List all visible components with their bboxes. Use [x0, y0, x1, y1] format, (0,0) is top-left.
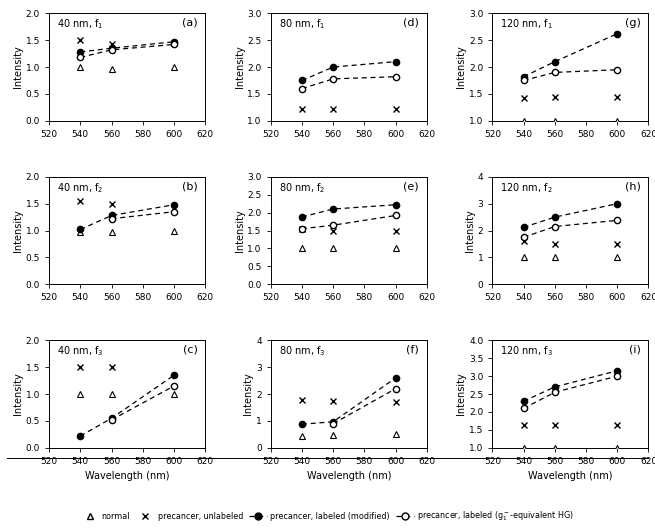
Text: (b): (b)	[181, 181, 197, 191]
X-axis label: Wavelength (nm): Wavelength (nm)	[528, 471, 612, 481]
Y-axis label: Intensity: Intensity	[456, 373, 466, 416]
Text: (i): (i)	[629, 344, 641, 355]
Text: 80 nm, f$_3$: 80 nm, f$_3$	[278, 344, 326, 358]
Text: 120 nm, f$_2$: 120 nm, f$_2$	[500, 181, 553, 195]
Text: (e): (e)	[403, 181, 419, 191]
Text: 40 nm, f$_2$: 40 nm, f$_2$	[57, 181, 103, 195]
Y-axis label: Intensity: Intensity	[456, 46, 466, 89]
Text: 120 nm, f$_3$: 120 nm, f$_3$	[500, 344, 553, 358]
Text: (d): (d)	[403, 17, 419, 28]
Text: (a): (a)	[182, 17, 197, 28]
Legend: normal, precancer, unlabeled, precancer, labeled (modified), precancer, labeled : normal, precancer, unlabeled, precancer,…	[81, 510, 574, 523]
Text: 80 nm, f$_2$: 80 nm, f$_2$	[278, 181, 325, 195]
Y-axis label: Intensity: Intensity	[234, 209, 244, 252]
Y-axis label: Intensity: Intensity	[465, 209, 475, 252]
Text: (g): (g)	[625, 17, 641, 28]
Y-axis label: Intensity: Intensity	[13, 373, 23, 416]
Text: (f): (f)	[406, 344, 419, 355]
Y-axis label: Intensity: Intensity	[243, 373, 253, 416]
X-axis label: Wavelength (nm): Wavelength (nm)	[85, 471, 170, 481]
Y-axis label: Intensity: Intensity	[234, 46, 244, 89]
Text: (h): (h)	[625, 181, 641, 191]
Text: (c): (c)	[183, 344, 197, 355]
Text: 120 nm, f$_1$: 120 nm, f$_1$	[500, 17, 553, 31]
Text: 80 nm, f$_1$: 80 nm, f$_1$	[278, 17, 325, 31]
Y-axis label: Intensity: Intensity	[13, 209, 23, 252]
Text: 40 nm, f$_3$: 40 nm, f$_3$	[57, 344, 103, 358]
Text: 40 nm, f$_1$: 40 nm, f$_1$	[57, 17, 103, 31]
Y-axis label: Intensity: Intensity	[13, 46, 23, 89]
X-axis label: Wavelength (nm): Wavelength (nm)	[307, 471, 391, 481]
